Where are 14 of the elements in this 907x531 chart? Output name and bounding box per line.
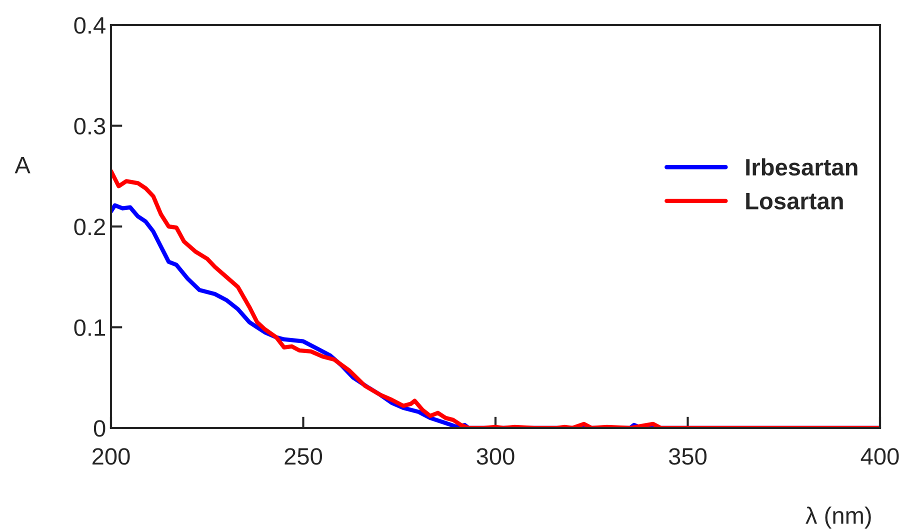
y-tick-label: 0.4 (74, 17, 106, 34)
y-tick-label: 0.2 (74, 218, 105, 236)
legend-label: Losartan (746, 192, 843, 210)
x-tick-label: 250 (284, 448, 322, 465)
x-tick-label: 200 (92, 448, 130, 465)
x-tick-label: 400 (860, 448, 899, 465)
legend-label: Irbesartan (746, 158, 858, 176)
y-tick-label: 0 (94, 420, 106, 437)
y-axis-title: A (14, 156, 30, 174)
y-tick-label: 0.3 (74, 118, 106, 135)
x-tick-label: 350 (668, 448, 707, 465)
x-axis-title: λ (nm) (806, 506, 871, 529)
y-tick-label: 0.1 (74, 319, 105, 336)
x-tick-label: 300 (476, 448, 514, 465)
